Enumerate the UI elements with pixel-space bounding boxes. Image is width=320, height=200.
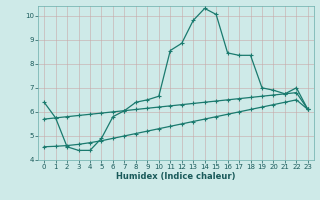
X-axis label: Humidex (Indice chaleur): Humidex (Indice chaleur) <box>116 172 236 181</box>
